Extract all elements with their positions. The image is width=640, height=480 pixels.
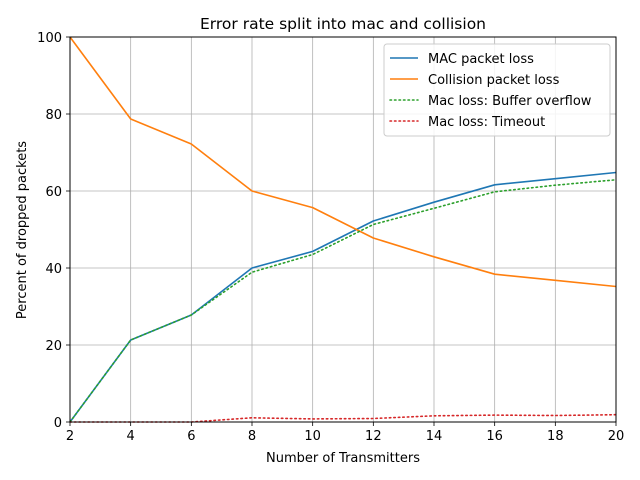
x-tick-label: 20	[608, 429, 625, 444]
x-tick-label: 16	[486, 429, 503, 444]
series-line-2	[69, 36, 617, 288]
series-line-1	[69, 171, 617, 423]
legend-label: MAC packet loss	[428, 52, 534, 67]
legend-label: Collision packet loss	[428, 73, 560, 88]
x-tick-label: 8	[248, 429, 256, 444]
chart-title: Error rate split into mac and collision	[200, 15, 486, 33]
y-tick-label: 20	[45, 339, 62, 354]
y-axis-label: Percent of dropped packets	[15, 141, 30, 319]
x-tick-label: 4	[127, 429, 135, 444]
x-tick-label: 12	[365, 429, 382, 444]
y-tick-label: 80	[45, 108, 62, 123]
x-tick-label: 10	[304, 429, 321, 444]
legend: MAC packet loss Collision packet loss Mac …	[383, 43, 611, 137]
x-tick-label: 18	[547, 429, 564, 444]
legend-label: Mac loss: Buffer overflow	[428, 94, 592, 109]
legend-box	[383, 43, 611, 137]
x-axis-label: Number of Transmitters	[266, 451, 420, 466]
y-tick-label: 100	[37, 31, 62, 46]
x-axis-ticks: 2 4 6 8 10 12 14 16 18 20	[66, 422, 624, 444]
y-tick-label: 60	[45, 185, 62, 200]
x-tick-label: 2	[66, 429, 74, 444]
x-tick-label: 14	[426, 429, 443, 444]
plot-frame	[69, 36, 617, 423]
y-tick-label: 0	[54, 416, 62, 431]
series-line-3	[69, 179, 617, 423]
y-axis-ticks: 0 20 40 60 80 100	[37, 31, 70, 431]
y-tick-label: 40	[45, 262, 62, 277]
series-line-4	[69, 413, 617, 423]
legend-label: Mac loss: Timeout	[428, 115, 545, 130]
x-tick-label: 6	[187, 429, 195, 444]
